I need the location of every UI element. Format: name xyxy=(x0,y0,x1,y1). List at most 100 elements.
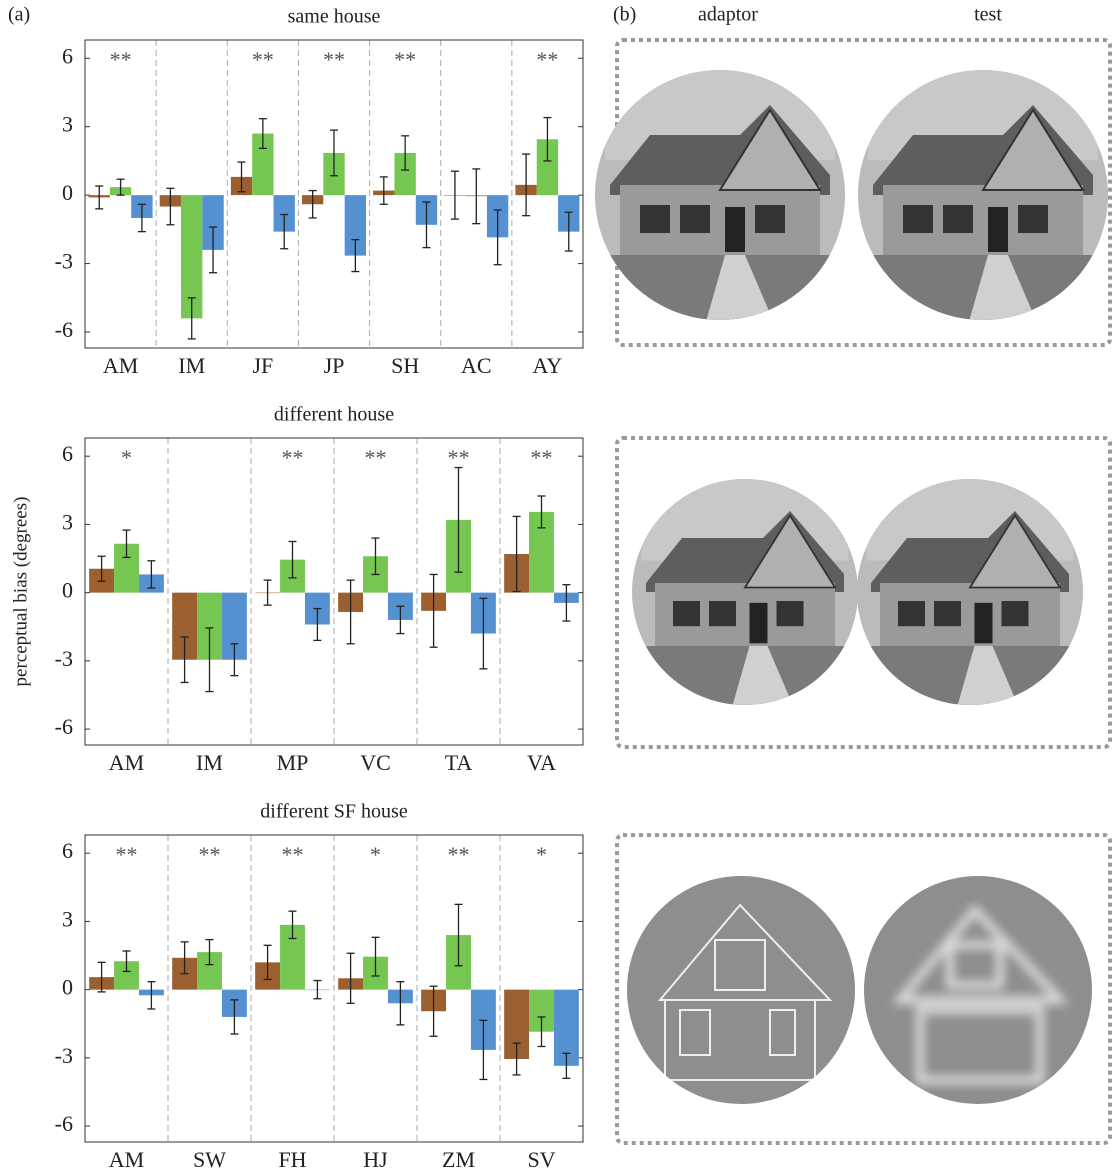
significance-label: ** xyxy=(365,445,387,470)
x-tick-label: AC xyxy=(461,353,492,378)
error-bar xyxy=(313,607,322,642)
house-image xyxy=(627,876,855,1104)
error-bar xyxy=(258,118,267,150)
significance-label: ** xyxy=(116,842,138,867)
bar xyxy=(344,195,367,256)
error-bar xyxy=(401,135,410,171)
x-tick-label: TA xyxy=(445,750,473,775)
error-bar xyxy=(422,201,431,249)
significance-label: ** xyxy=(110,47,132,72)
error-bar xyxy=(346,952,355,1004)
column-label: adaptor xyxy=(698,4,758,26)
error-bar xyxy=(180,636,189,684)
stimulus-box xyxy=(615,833,1112,1145)
error-bar xyxy=(522,153,531,217)
y-tick-label: 3 xyxy=(62,509,73,534)
bar xyxy=(273,195,295,232)
error-bar xyxy=(351,238,360,273)
y-tick-label: 6 xyxy=(62,838,73,863)
error-bar xyxy=(205,938,214,966)
y-tick-label: -6 xyxy=(55,1111,73,1136)
significance-label: * xyxy=(121,445,132,470)
chart-title: different SF house xyxy=(260,801,408,823)
stimulus-box xyxy=(615,38,1112,347)
error-bar xyxy=(479,1019,488,1081)
significance-label: * xyxy=(536,842,547,867)
x-tick-label: MP xyxy=(277,750,309,775)
error-bar xyxy=(147,981,156,1010)
error-bar xyxy=(454,903,463,967)
significance-label: * xyxy=(370,842,381,867)
y-tick-label: -3 xyxy=(55,646,73,671)
error-bar xyxy=(346,579,355,645)
x-tick-label: IM xyxy=(196,750,223,775)
significance-label: ** xyxy=(448,445,470,470)
x-tick-label: HJ xyxy=(363,1147,388,1172)
bar xyxy=(252,133,274,196)
error-bar xyxy=(180,941,189,975)
significance-label: ** xyxy=(531,445,553,470)
significance-label: ** xyxy=(536,47,558,72)
x-tick-label: AY xyxy=(533,353,563,378)
error-bar xyxy=(166,187,175,226)
house-image xyxy=(632,479,858,705)
chart-title: different house xyxy=(274,404,394,426)
significance-label: ** xyxy=(323,47,345,72)
error-bar xyxy=(537,495,546,529)
error-bar xyxy=(280,213,289,250)
error-bar xyxy=(396,981,405,1026)
error-bar xyxy=(371,936,380,977)
error-bar xyxy=(116,178,125,196)
y-tick-label: 6 xyxy=(62,43,73,68)
chart-title: same house xyxy=(288,6,381,28)
error-bar xyxy=(230,999,239,1035)
error-bar xyxy=(288,540,297,579)
error-bar xyxy=(537,1016,546,1048)
y-tick-label: -6 xyxy=(55,317,73,342)
x-tick-label: VA xyxy=(527,750,556,775)
stimulus-images xyxy=(595,70,1108,1104)
column-label: test xyxy=(974,4,1002,26)
y-tick-label: -3 xyxy=(55,249,73,274)
error-bar xyxy=(230,643,239,677)
panel-label: (b) xyxy=(613,4,636,26)
plot-frame xyxy=(84,437,584,746)
error-bar xyxy=(562,1052,571,1079)
significance-label: ** xyxy=(199,842,221,867)
x-tick-label: FH xyxy=(278,1147,306,1172)
panel-label: (a) xyxy=(8,4,30,26)
stimulus-box xyxy=(615,436,1112,749)
x-tick-label: JF xyxy=(252,353,273,378)
y-tick-label: 6 xyxy=(62,441,73,466)
error-bar xyxy=(543,116,552,162)
error-bar xyxy=(205,627,214,693)
y-tick-label: -6 xyxy=(55,714,73,739)
error-bar xyxy=(122,950,131,973)
error-bar xyxy=(512,515,521,593)
error-bar xyxy=(187,297,196,340)
error-bar xyxy=(95,185,104,210)
significance-label: ** xyxy=(448,842,470,867)
x-tick-label: ZM xyxy=(442,1147,475,1172)
y-tick-label: 0 xyxy=(62,578,73,603)
error-bar xyxy=(147,560,156,589)
y-tick-label: 3 xyxy=(62,112,73,137)
bar xyxy=(202,195,224,250)
x-tick-label: AM xyxy=(103,353,138,378)
error-bar xyxy=(379,176,388,205)
error-bar xyxy=(137,203,146,233)
error-bar xyxy=(512,1042,521,1076)
significance-label: ** xyxy=(394,47,416,72)
house-image xyxy=(857,479,1083,705)
error-bar xyxy=(396,605,405,635)
error-bar xyxy=(263,944,272,981)
x-tick-label: JP xyxy=(324,353,345,378)
y-tick-label: 0 xyxy=(62,180,73,205)
error-bar xyxy=(97,961,106,993)
x-tick-label: AM xyxy=(109,1147,144,1172)
x-tick-label: IM xyxy=(178,353,205,378)
error-bar xyxy=(371,537,380,576)
error-bar xyxy=(263,579,272,606)
error-bar xyxy=(493,209,502,266)
